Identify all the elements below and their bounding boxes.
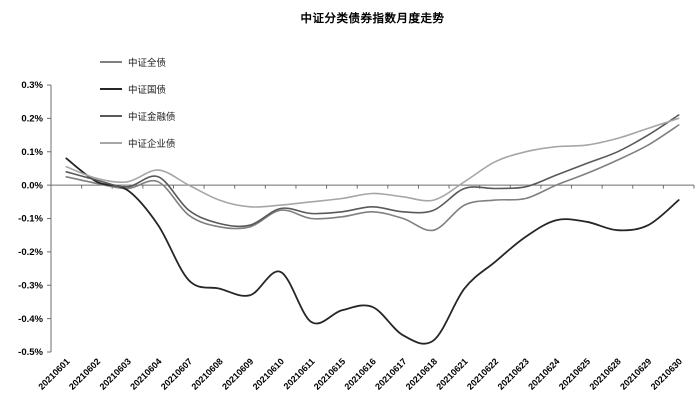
x-axis-label: 20210618 [404,356,439,391]
legend-item: 中证国债 [100,75,176,102]
y-axis-label: -0.2% [18,247,43,258]
legend-item-label: 中证国债 [128,84,167,96]
legend-item: 中证企业债 [100,129,176,156]
x-axis-label: 20210621 [434,356,469,391]
series-line-中证金融债 [65,114,680,228]
legend-item: 中证全债 [100,48,176,75]
x-axis-label: 20210622 [465,356,500,391]
series-line-中证全债 [65,124,680,232]
x-axis-label: 20210609 [220,356,255,391]
x-axis-label: 20210625 [557,356,592,391]
x-axis-label: 20210610 [251,356,286,391]
y-axis-label: 0.3% [21,80,43,91]
legend-line-swatch [100,60,122,63]
y-axis-label: 0.1% [21,147,43,158]
x-axis-label: 20210602 [67,356,102,391]
y-axis-label: -0.1% [18,214,43,225]
chart-title: 中证分类债券指数月度走势 [300,13,445,25]
x-axis-label: 20210611 [282,356,317,391]
legend-item-label: 中证金融债 [128,111,176,123]
legend-line-swatch [100,87,122,90]
x-axis-label: 20210601 [36,356,71,391]
x-axis-label: 20210623 [496,356,531,391]
x-axis-label: 20210630 [649,356,684,391]
legend-item-label: 中证全债 [128,57,167,69]
legend-item: 中证金融债 [100,102,176,129]
x-axis-label: 20210615 [312,356,347,391]
x-axis-label: 20210616 [343,356,378,391]
x-axis-label: 20210604 [128,356,163,391]
legend-line-swatch [100,141,122,144]
x-axis-label: 20210607 [159,356,194,391]
legend: 中证全债 中证国债 中证金融债 中证企业债 [100,48,176,156]
y-axis-label: -0.4% [18,314,43,325]
x-axis-label: 20210617 [373,356,408,391]
y-axis-label: -0.3% [18,280,43,291]
x-axis-label: 20210628 [587,356,622,391]
series-line-中证企业债 [65,117,680,208]
y-axis-label: -0.5% [18,347,43,358]
legend-line-swatch [100,114,122,117]
legend-item-label: 中证企业债 [128,138,176,150]
series-line-中证国债 [65,157,680,345]
x-axis-label: 20210603 [98,356,133,391]
y-axis-label: 0.0% [21,180,43,191]
x-axis-label: 20210629 [618,356,653,391]
x-axis-label: 20210624 [526,356,561,391]
y-axis-label: 0.2% [21,114,43,125]
x-axis-label: 20210608 [189,356,224,391]
